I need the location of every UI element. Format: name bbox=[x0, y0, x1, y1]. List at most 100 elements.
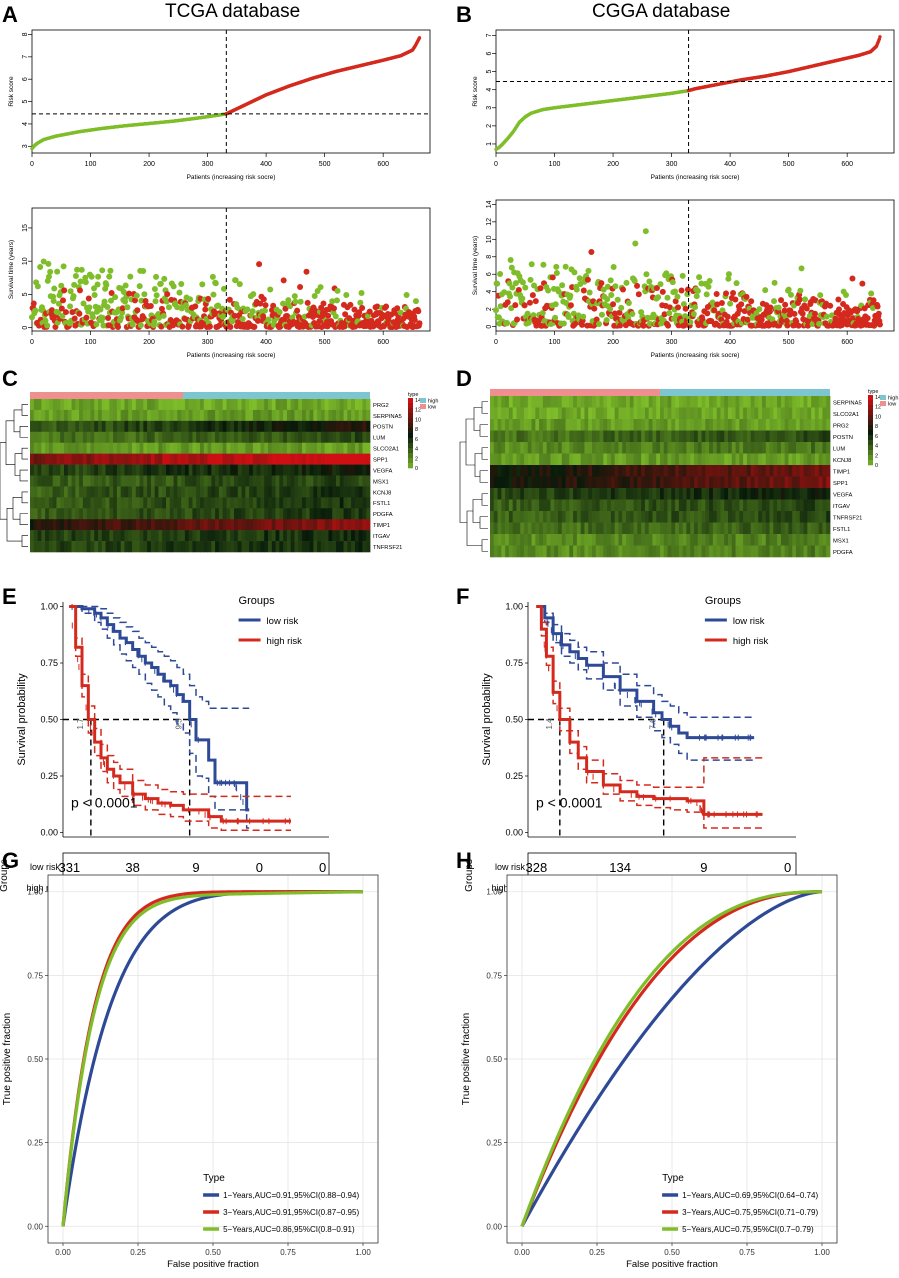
alive-point bbox=[250, 291, 257, 298]
alive-point bbox=[494, 280, 501, 287]
heatmap-cell bbox=[709, 430, 714, 443]
heatmap-cell bbox=[505, 430, 510, 443]
heatmap-cell bbox=[260, 453, 265, 465]
heatmap-cell bbox=[697, 396, 702, 408]
heatmap-cell bbox=[188, 464, 193, 476]
heatmap-cell bbox=[60, 409, 65, 422]
dead-point bbox=[782, 301, 789, 308]
heatmap-cell bbox=[207, 475, 212, 487]
heatmap-cell bbox=[41, 464, 46, 476]
heatmap-cell bbox=[629, 465, 634, 477]
heatmap-cell bbox=[279, 475, 284, 487]
heatmap-cell bbox=[30, 442, 35, 454]
heatmap-cell bbox=[527, 396, 532, 408]
heatmap-cell bbox=[298, 420, 303, 433]
heatmap-cell bbox=[113, 475, 118, 487]
heatmap-cell bbox=[234, 475, 239, 487]
alive-point bbox=[868, 290, 875, 297]
dead-point bbox=[262, 302, 269, 309]
heatmap-cell bbox=[607, 396, 612, 408]
heatmap-cell bbox=[784, 499, 789, 512]
dead-point bbox=[711, 307, 718, 314]
heatmap-cell bbox=[245, 508, 250, 520]
heatmap-cell bbox=[822, 465, 827, 477]
dead-point bbox=[164, 291, 171, 298]
heatmap-cell bbox=[750, 465, 755, 477]
heatmap-cell bbox=[580, 488, 585, 500]
heatmap-cell bbox=[139, 464, 144, 476]
heatmap-cell bbox=[607, 476, 612, 489]
heatmap-cell bbox=[264, 541, 269, 553]
heatmap-cell bbox=[37, 420, 42, 433]
heatmap-cell bbox=[113, 530, 118, 542]
heatmap-cell bbox=[71, 399, 76, 411]
heatmap-cell bbox=[298, 508, 303, 520]
heatmap-cell bbox=[637, 396, 642, 408]
heatmap-cell bbox=[268, 453, 273, 465]
heatmap-cell bbox=[215, 508, 220, 520]
heatmap-cell bbox=[309, 399, 314, 411]
heatmap-cell bbox=[780, 407, 786, 420]
heatmap-cell bbox=[641, 465, 646, 477]
heatmap-cell bbox=[184, 497, 190, 509]
heatmap-cell bbox=[184, 519, 190, 531]
heatmap-cell bbox=[588, 476, 593, 489]
heatmap-cell bbox=[332, 431, 337, 444]
heatmap-cell bbox=[120, 508, 125, 520]
heatmap-cell bbox=[535, 442, 540, 454]
heatmap-cell bbox=[336, 475, 341, 487]
heatmap-cell bbox=[339, 486, 344, 498]
heatmap-cell bbox=[45, 541, 50, 553]
heatmap-cell bbox=[561, 488, 566, 500]
heatmap-cell bbox=[622, 488, 627, 500]
heatmap-cell bbox=[678, 465, 684, 477]
heatmap-cell bbox=[249, 530, 254, 542]
heatmap-cell bbox=[218, 420, 224, 433]
heatmap-cell bbox=[603, 442, 608, 454]
heatmap-cell bbox=[550, 465, 555, 477]
heatmap-cell bbox=[490, 419, 495, 431]
heatmap-cell bbox=[90, 409, 95, 422]
heatmap-cell bbox=[512, 499, 517, 512]
heatmap-cell bbox=[660, 407, 665, 420]
heatmap-cell bbox=[709, 442, 714, 454]
heatmap-cell bbox=[237, 508, 242, 520]
heatmap-cell bbox=[203, 442, 208, 454]
heatmap-cell bbox=[56, 530, 61, 542]
heatmap-cell bbox=[705, 407, 710, 420]
dead-point bbox=[758, 316, 765, 323]
heatmap-cell bbox=[113, 497, 118, 509]
dead-point bbox=[724, 313, 731, 320]
y-tick-label: 8 bbox=[486, 255, 493, 259]
heatmap-cell bbox=[294, 530, 299, 542]
color-scale-step bbox=[408, 443, 413, 449]
heatmap-cell bbox=[811, 465, 816, 477]
alive-point bbox=[51, 285, 58, 292]
x-tick-label: 600 bbox=[377, 339, 389, 346]
heatmap-cell bbox=[358, 453, 363, 465]
y-tick-label: 5 bbox=[22, 292, 29, 296]
heatmap-cell bbox=[71, 431, 76, 444]
heatmap-cell bbox=[94, 464, 99, 476]
heatmap-cell bbox=[298, 464, 303, 476]
heatmap-cell bbox=[822, 396, 827, 408]
heatmap-cell bbox=[595, 476, 600, 489]
heatmap-cell bbox=[162, 475, 167, 487]
heatmap-cell bbox=[354, 497, 360, 509]
heatmap-cell bbox=[302, 464, 307, 476]
heatmap-cell bbox=[275, 442, 280, 454]
heatmap-cell bbox=[675, 453, 680, 466]
heatmap-cell bbox=[320, 530, 326, 542]
heatmap-cell bbox=[822, 453, 827, 466]
heatmap-cell bbox=[33, 497, 38, 509]
heatmap-cell bbox=[320, 399, 326, 411]
heatmap-cell bbox=[508, 419, 514, 431]
heatmap-cell bbox=[264, 464, 269, 476]
heatmap-cell bbox=[313, 497, 318, 509]
alive-point bbox=[565, 314, 572, 321]
heatmap-cell bbox=[803, 465, 808, 477]
heatmap-cell bbox=[260, 409, 265, 422]
heatmap-cell bbox=[226, 497, 231, 509]
heatmap-cell bbox=[512, 453, 517, 466]
heatmap-cell bbox=[215, 530, 220, 542]
